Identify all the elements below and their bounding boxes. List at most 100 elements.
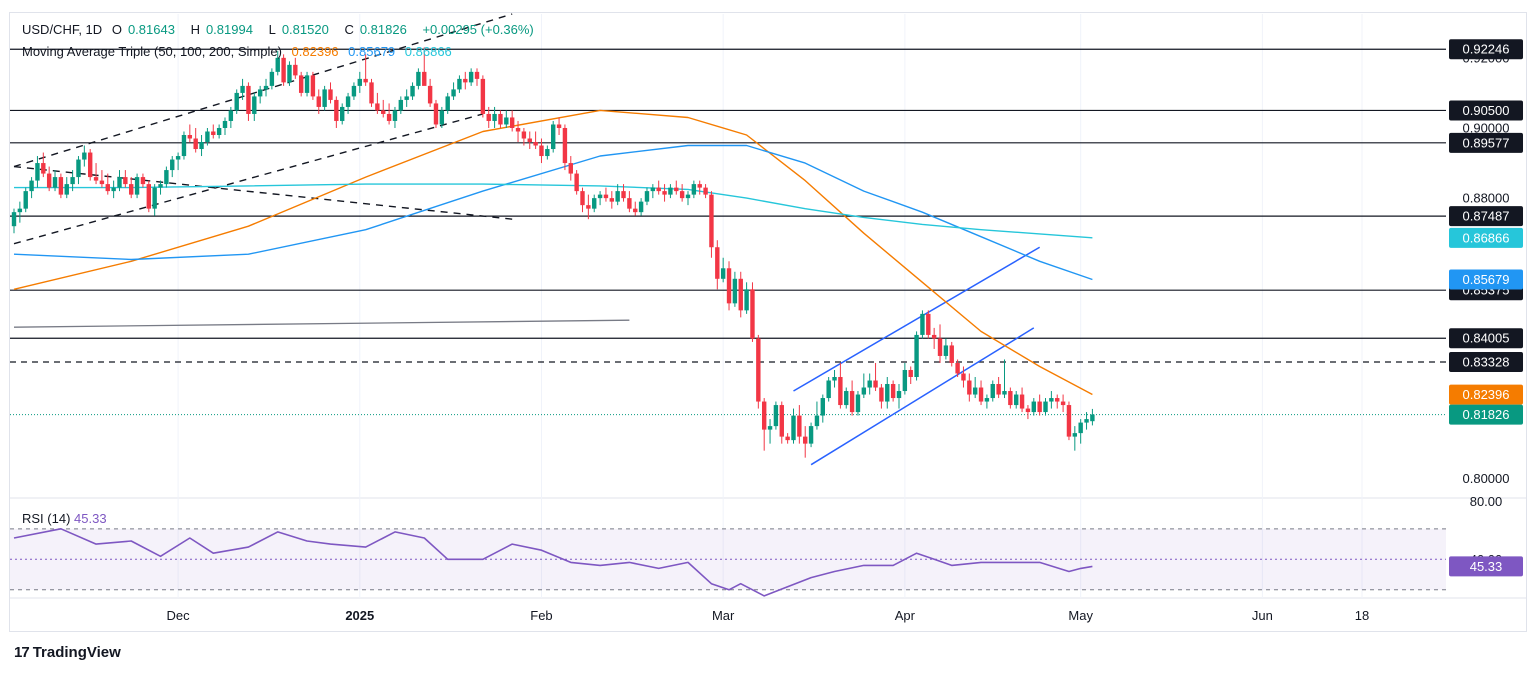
candle-body (873, 380, 878, 388)
level-tag (1449, 328, 1523, 349)
x-tick-label: 2025 (345, 608, 374, 623)
candle-body (1090, 414, 1095, 422)
candle-body (955, 362, 960, 374)
candle-body (890, 384, 896, 399)
candle-body (633, 208, 638, 213)
candle-body (29, 180, 34, 192)
candle-body (70, 177, 75, 185)
candle-body (369, 82, 374, 104)
level-tag (1449, 206, 1523, 227)
ohlc-header: USD/CHF, 1D O 0.81643 H 0.81994 L 0.81520 C… (22, 22, 540, 38)
candle-body (785, 436, 790, 441)
candle-body (23, 191, 28, 209)
candle-body (797, 415, 802, 437)
candle-body (984, 398, 990, 402)
candle-body (158, 184, 163, 188)
level-tag-label: 0.92246 (1463, 42, 1510, 57)
candle-body (381, 110, 386, 114)
candle-body (949, 345, 954, 363)
candle-body (457, 78, 462, 90)
candle-body (861, 387, 867, 395)
symbol-label[interactable]: USD/CHF, 1D (22, 22, 103, 37)
trendline-upper-channel-early (13, 13, 513, 168)
candle-body (392, 110, 398, 121)
candle-body (1008, 391, 1013, 406)
candle-body (539, 145, 544, 157)
x-tick-label: Mar (712, 608, 735, 623)
x-tick-label: Apr (895, 608, 916, 623)
trendline-lower-channel-early (13, 113, 484, 245)
candle-body (17, 208, 23, 213)
candle-body (310, 75, 316, 97)
candle-body (580, 191, 585, 206)
ma200-value: 0.86866 (404, 44, 452, 59)
candle-body (709, 194, 714, 248)
candle-body (978, 387, 984, 402)
candle-body (879, 387, 884, 402)
candle-body (129, 184, 134, 195)
candle-body (287, 64, 292, 83)
candle-body (668, 187, 673, 195)
candle-body (808, 426, 814, 444)
candle-body (1019, 394, 1025, 409)
candle-body (609, 198, 615, 202)
price-tag-ma100 (1449, 269, 1523, 290)
candle-body (11, 212, 17, 227)
price-tag-label-last: 0.81826 (1463, 407, 1510, 422)
candle-body (340, 106, 345, 121)
candle-body (281, 57, 286, 83)
candle-body (193, 138, 198, 150)
candle-body (87, 152, 93, 178)
candle-body (791, 415, 796, 441)
price-tag-label-ma100: 0.85679 (1463, 272, 1510, 287)
candle-body (205, 131, 210, 143)
tradingview-logo[interactable]: 17 TradingView (14, 644, 121, 661)
level-tag-label: 0.84005 (1463, 331, 1510, 346)
candle-body (527, 138, 532, 143)
candle-body (697, 184, 702, 188)
candle-body (404, 96, 409, 100)
candle-body (603, 194, 609, 199)
ma-line-ma-100 (13, 144, 1093, 281)
candle-body (562, 127, 568, 164)
candle-body (767, 426, 773, 430)
candle-body (181, 135, 187, 157)
candle-body (211, 131, 216, 135)
candle-body (298, 75, 304, 93)
candle-body (592, 198, 597, 209)
candle-body (1002, 391, 1007, 395)
candle-body (961, 373, 966, 381)
candle-body (761, 401, 767, 430)
trendline-rising-channel-lower (810, 327, 1035, 466)
candle-body (738, 278, 743, 311)
ma50-value: 0.82396 (291, 44, 339, 59)
candle-body (1043, 401, 1048, 413)
candle-body (175, 156, 181, 160)
rsi-label[interactable]: RSI (14) (22, 511, 71, 526)
candle-body (146, 184, 151, 209)
candle-body (316, 96, 321, 107)
candle-body (504, 117, 509, 125)
candle-body (187, 135, 193, 139)
candle-body (685, 194, 691, 199)
level-tag-label: 0.87487 (1463, 209, 1510, 224)
candle-body (908, 369, 913, 377)
x-tick-label: Feb (530, 608, 552, 623)
candle-body (849, 391, 855, 413)
candle-body (76, 159, 81, 178)
candle-body (257, 89, 263, 97)
candle-body (826, 380, 831, 399)
candle-body (838, 377, 843, 406)
candle-body (82, 152, 87, 160)
candle-body (832, 377, 837, 381)
candle-body (246, 85, 251, 114)
candle-body (445, 96, 450, 111)
level-tag (1449, 132, 1523, 153)
ma-label[interactable]: Moving Average Triple (50, 100, 200, Sim… (22, 44, 282, 59)
candle-body (269, 71, 275, 86)
candle-body (1014, 394, 1019, 406)
candle-body (638, 201, 644, 213)
level-tag-label: 0.83328 (1463, 354, 1510, 369)
candle-body (228, 110, 234, 121)
